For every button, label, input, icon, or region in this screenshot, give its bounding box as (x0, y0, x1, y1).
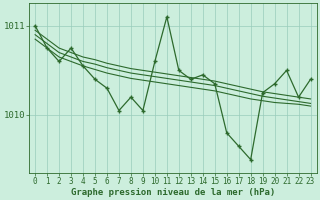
X-axis label: Graphe pression niveau de la mer (hPa): Graphe pression niveau de la mer (hPa) (71, 188, 275, 197)
